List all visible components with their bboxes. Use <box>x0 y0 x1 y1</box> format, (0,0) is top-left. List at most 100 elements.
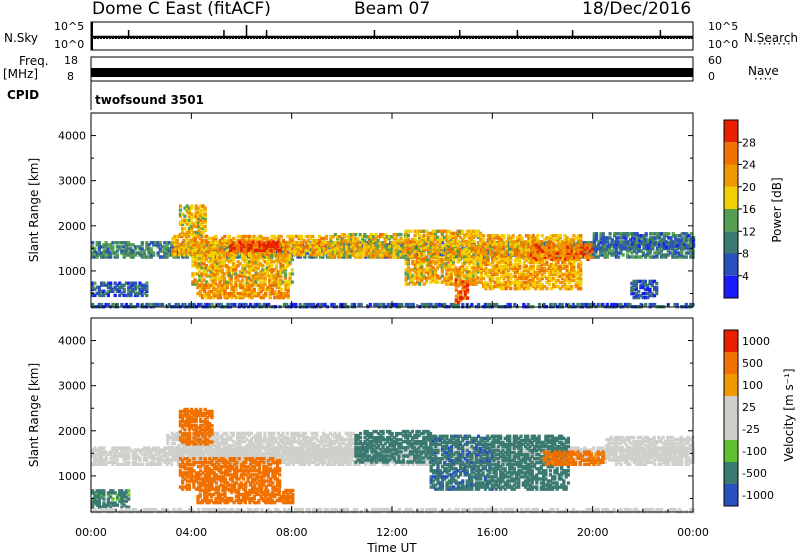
data-cell <box>680 249 684 253</box>
data-cell <box>196 226 201 231</box>
data-cell <box>541 253 545 257</box>
data-cell <box>220 274 224 278</box>
data-cell <box>451 268 456 272</box>
data-cell <box>689 236 693 240</box>
data-cell <box>603 255 607 259</box>
data-cell <box>451 233 456 238</box>
data-cell <box>216 247 220 251</box>
data-cell <box>336 247 340 251</box>
data-cell <box>543 247 547 251</box>
data-cell <box>689 238 693 242</box>
data-cell <box>174 255 178 259</box>
data-cell <box>331 245 335 249</box>
data-cell <box>286 264 290 268</box>
data-cell <box>449 272 453 276</box>
data-cell <box>278 242 282 246</box>
data-cell <box>449 274 453 278</box>
data-cell <box>508 247 512 251</box>
data-cell <box>504 254 508 258</box>
data-cell <box>463 252 467 256</box>
data-cell <box>213 274 218 278</box>
data-cell <box>488 254 492 258</box>
data-cell <box>201 204 205 208</box>
data-cell <box>424 258 429 262</box>
data-cell <box>282 293 286 298</box>
data-cell <box>472 252 476 256</box>
data-cell <box>689 232 693 236</box>
data-cell <box>552 276 556 281</box>
data-cell <box>454 284 458 288</box>
data-cell <box>245 278 249 282</box>
data-cell <box>486 268 490 273</box>
data-cell <box>127 251 131 255</box>
data-cell <box>644 253 648 257</box>
data-cell <box>527 278 531 283</box>
data-cell <box>279 274 283 278</box>
data-cell <box>181 241 185 245</box>
data-cell <box>515 236 520 240</box>
data-cell <box>145 293 149 298</box>
data-cell <box>263 253 267 257</box>
data-cell <box>646 240 650 244</box>
data-cell <box>220 256 224 260</box>
data-cell <box>513 284 517 289</box>
data-cell <box>491 284 495 289</box>
data-cell <box>409 302 413 307</box>
data-cell <box>196 218 201 222</box>
data-cell <box>676 244 680 248</box>
data-cell <box>97 287 101 291</box>
data-cell <box>467 260 471 264</box>
data-cell <box>584 249 588 253</box>
data-cell <box>220 270 224 274</box>
data-cell <box>277 272 281 276</box>
data-cell <box>597 244 601 248</box>
data-cell <box>295 245 299 249</box>
data-cell <box>572 249 577 253</box>
data-cell <box>254 272 258 276</box>
data-cell <box>530 255 534 259</box>
data-cell <box>194 214 198 218</box>
data-cell <box>632 295 636 300</box>
data-cell <box>440 237 444 242</box>
data-cell <box>418 245 422 250</box>
data-cell <box>265 274 269 278</box>
data-cell <box>325 255 329 259</box>
data-cell <box>664 234 669 238</box>
data-cell <box>619 240 623 244</box>
data-cell <box>606 236 610 240</box>
data-cell <box>592 302 596 307</box>
data-cell <box>409 243 413 248</box>
data-cell <box>386 251 390 255</box>
data-cell <box>431 229 435 233</box>
data-cell <box>199 226 203 231</box>
data-cell <box>388 245 392 249</box>
data-cell <box>113 287 117 291</box>
data-cell <box>100 255 104 259</box>
data-cell <box>472 256 476 260</box>
data-cell <box>102 253 106 257</box>
data-cell <box>461 270 465 274</box>
data-cell <box>531 264 535 268</box>
data-cell <box>191 245 195 249</box>
data-cell <box>259 285 263 290</box>
data-cell <box>295 242 299 247</box>
data-cell <box>549 270 553 275</box>
data-cell <box>240 248 244 252</box>
data-cell <box>364 255 368 259</box>
data-cell <box>234 264 238 268</box>
data-cell <box>342 235 346 239</box>
nsearch-tick-low: 10^0 <box>708 38 738 51</box>
data-cell <box>270 287 274 292</box>
data-cell <box>304 240 308 245</box>
data-cell <box>233 246 237 250</box>
data-cell <box>406 282 410 286</box>
data-cell <box>100 251 104 255</box>
data-cell <box>447 264 451 268</box>
data-cell <box>333 233 337 237</box>
data-cell <box>322 242 326 247</box>
data-cell <box>445 272 449 276</box>
data-cell <box>655 234 660 238</box>
data-cell <box>273 295 277 300</box>
data-cell <box>511 242 515 246</box>
data-cell <box>585 251 589 255</box>
